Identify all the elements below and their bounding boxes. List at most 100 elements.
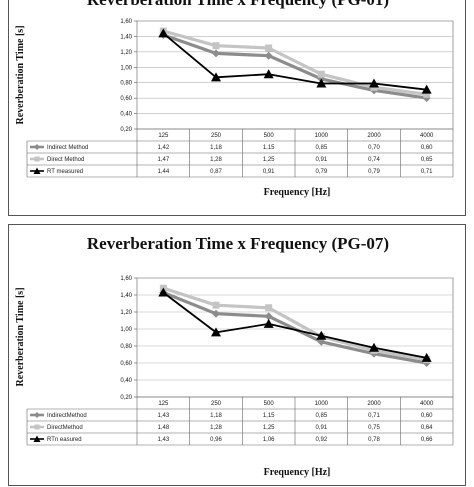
series-line-0 — [162, 33, 427, 100]
x-tick-label: 2000 — [367, 133, 381, 139]
data-label: 1,43 — [157, 437, 169, 443]
data-label: 0,60 — [421, 413, 433, 419]
legend-key-marker — [34, 156, 40, 162]
x-tick-label: 125 — [158, 401, 169, 407]
data-point — [158, 28, 169, 38]
legend-label: Direct Method — [47, 157, 84, 163]
data-label: 0,79 — [315, 169, 327, 175]
chart-pg01: Reverberation Time x Frequency (PG-01) 0,… — [15, 0, 454, 198]
data-label: 0,79 — [368, 169, 380, 175]
data-point — [421, 352, 432, 362]
data-point — [265, 304, 273, 312]
data-label: 1,47 — [157, 157, 169, 163]
x-tick-label: 1000 — [315, 133, 329, 139]
data-label: 1,42 — [157, 145, 169, 151]
y-tick-label: 1,60 — [120, 19, 132, 25]
data-label: 0,78 — [368, 437, 380, 443]
data-label: 1,18 — [210, 145, 222, 151]
y-tick-label: 0,20 — [120, 127, 132, 133]
chart-title: Reverberation Time x Frequency (PG-01) — [87, 0, 389, 9]
data-point — [369, 78, 379, 88]
x-tick-label: 4000 — [420, 133, 434, 139]
legend-key-marker — [34, 144, 40, 150]
data-label: 0,85 — [315, 145, 327, 151]
data-label: 0,96 — [210, 437, 222, 443]
data-label: 0,91 — [315, 425, 327, 431]
y-tick-label: 0,40 — [120, 112, 132, 118]
data-point — [212, 42, 220, 50]
y-tick-label: 1,40 — [120, 293, 132, 299]
series-line-2 — [162, 32, 427, 91]
data-point — [265, 44, 273, 52]
data-point — [369, 342, 379, 352]
y-axis-label: Reverberation Time [s] — [15, 25, 26, 124]
x-axis-label: Frequency [Hz] — [264, 187, 331, 198]
legend-key-marker — [34, 424, 40, 430]
legend-label: DirectMethod — [47, 425, 83, 431]
data-label: 0,66 — [421, 437, 433, 443]
chart-pg07: Reverberation Time x Frequency (PG-07) 0,… — [15, 234, 454, 478]
data-label: 1,44 — [157, 169, 169, 175]
data-label: 1,28 — [210, 157, 222, 163]
data-label: 1,25 — [263, 157, 275, 163]
chart-panel-pg01: Reverberation Time x Frequency (PG-01) 0,… — [8, 0, 466, 216]
data-label: 1,06 — [263, 437, 275, 443]
data-label: 1,43 — [157, 413, 169, 419]
series-line-2 — [162, 291, 427, 359]
y-tick-label: 1,40 — [120, 34, 132, 40]
data-point — [212, 309, 220, 318]
y-axis-label: Reverberation Time [s] — [15, 287, 26, 386]
data-point — [263, 69, 274, 79]
data-label: 0,70 — [368, 145, 380, 151]
data-label: 0,92 — [315, 437, 327, 443]
data-point — [211, 327, 221, 337]
y-tick-label: 0,60 — [120, 361, 132, 367]
x-tick-label: 2000 — [367, 401, 381, 407]
data-point — [423, 90, 431, 98]
data-point — [263, 318, 274, 328]
data-label: 0,71 — [421, 169, 433, 175]
chart-panel-pg07: Reverberation Time x Frequency (PG-07) 0,… — [8, 224, 466, 486]
legend-key-marker — [33, 435, 41, 442]
data-label: 0,64 — [421, 425, 433, 431]
y-tick-label: 0,20 — [120, 395, 132, 401]
data-label: 1,15 — [263, 145, 275, 151]
data-point — [264, 51, 273, 60]
data-label: 0,74 — [368, 157, 380, 163]
legend-label: IndirectMethod — [47, 413, 87, 419]
legend-key-marker — [33, 167, 41, 174]
legend-key-marker — [34, 412, 40, 418]
data-point — [421, 84, 432, 94]
data-label: 1,18 — [210, 413, 222, 419]
x-tick-label: 500 — [264, 133, 275, 139]
data-label: 0,71 — [368, 413, 380, 419]
data-label: 0,87 — [210, 169, 222, 175]
x-tick-label: 250 — [211, 133, 222, 139]
data-label: 0,65 — [421, 157, 433, 163]
chart-title: Reverberation Time x Frequency (PG-07) — [87, 234, 389, 253]
x-axis-label: Frequency [Hz] — [264, 467, 331, 478]
y-tick-label: 0,80 — [120, 344, 132, 350]
legend-label: Indirect Method — [47, 145, 88, 151]
data-point — [264, 312, 273, 321]
x-tick-label: 125 — [158, 133, 169, 139]
data-point — [316, 78, 327, 88]
series-line-1 — [162, 29, 427, 96]
legend-label: RT measured — [47, 169, 83, 175]
data-point — [158, 287, 169, 297]
data-point — [212, 301, 220, 309]
x-tick-label: 500 — [264, 401, 275, 407]
y-tick-label: 0,80 — [120, 81, 132, 87]
data-point — [316, 330, 327, 340]
y-tick-label: 1,20 — [120, 310, 132, 316]
y-tick-label: 1,00 — [120, 65, 132, 71]
data-label: 0,91 — [315, 157, 327, 163]
data-label: 1,15 — [263, 413, 275, 419]
data-label: 1,28 — [210, 425, 222, 431]
data-label: 0,91 — [263, 169, 275, 175]
data-label: 1,48 — [157, 425, 169, 431]
series-line-1 — [162, 286, 427, 362]
x-tick-label: 1000 — [315, 401, 329, 407]
y-tick-label: 1,60 — [120, 276, 132, 282]
data-label: 1,25 — [263, 425, 275, 431]
